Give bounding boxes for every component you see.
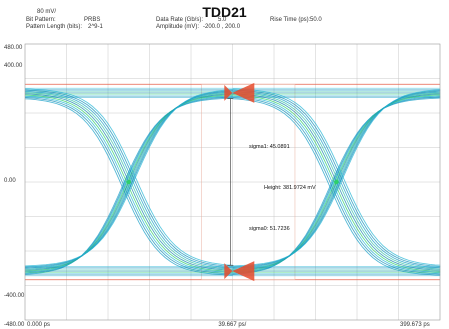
edge-marker-right (232, 261, 255, 282)
eye-trace (232, 89, 441, 267)
y-tick-label: 400.00 (4, 63, 23, 69)
eye-trace (232, 90, 441, 268)
y-tick-label: 480.00 (4, 45, 23, 51)
edge-marker-right (232, 82, 255, 103)
x-tick-label: 0.000 ps (27, 322, 51, 328)
x-tick-label: 399.673 ps (400, 322, 430, 328)
bit-pattern-label: Bit Pattern: (26, 17, 56, 23)
amplitude-label: Amplitude (mV): (156, 24, 200, 30)
eye-traces (24, 87, 441, 277)
eye-trace (24, 92, 233, 270)
edge-markers (224, 82, 255, 282)
x-tick-label: 39.667 ps/ (218, 322, 247, 328)
measure-window (201, 84, 296, 280)
level-lines (25, 83, 440, 281)
chart-title: TDD21 (202, 4, 247, 20)
eye-trace (24, 90, 233, 268)
y-tick-label: -400.00 (4, 293, 25, 299)
edge-marker-left (224, 84, 233, 101)
data-rate-label: Data Rate (Gb/s): (156, 17, 204, 23)
eye-trace (24, 92, 233, 270)
eye-trace (24, 89, 233, 267)
scale-label: 80 mV/ (37, 9, 57, 15)
eye-trace (24, 97, 233, 275)
eye-trace (232, 91, 441, 269)
eye-trace (24, 90, 233, 269)
eye-trace (232, 89, 441, 267)
eye-trace (232, 92, 441, 270)
pattern-length-label: Pattern Length (bits): (26, 24, 83, 30)
eye-trace (232, 92, 441, 270)
sigma0-annotation: sigma0: 51.7236 (249, 226, 290, 232)
eye-trace (232, 90, 441, 269)
rise-time-value: 50.0 (310, 17, 322, 23)
rise-time-label: Rise Time (ps): (270, 17, 311, 23)
amplitude-value: -200.0 , 200.0 (203, 24, 241, 30)
bit-pattern-value: PRBS (84, 17, 101, 23)
crossing-point (126, 179, 132, 185)
sigma1-annotation: sigma1: 45.0891 (249, 144, 290, 150)
eye-trace (232, 88, 441, 266)
edge-marker-left (224, 263, 233, 280)
crossing-point (334, 179, 339, 185)
pattern-length-value: 2^9-1 (88, 24, 103, 30)
eye-trace (232, 97, 441, 275)
eye-trace (24, 91, 233, 269)
data-rate-value: 5.0 (218, 17, 227, 23)
height-annotation: Height: 381.9724 mV (264, 185, 316, 191)
grid-lines (25, 44, 440, 320)
eye-trace (24, 89, 233, 267)
y-tick-label: -480.00 (4, 322, 25, 328)
plot-border (24, 43, 441, 321)
height-measurement (227, 98, 234, 266)
y-tick-label: 0.00 (4, 178, 16, 184)
eye-trace (24, 88, 233, 266)
